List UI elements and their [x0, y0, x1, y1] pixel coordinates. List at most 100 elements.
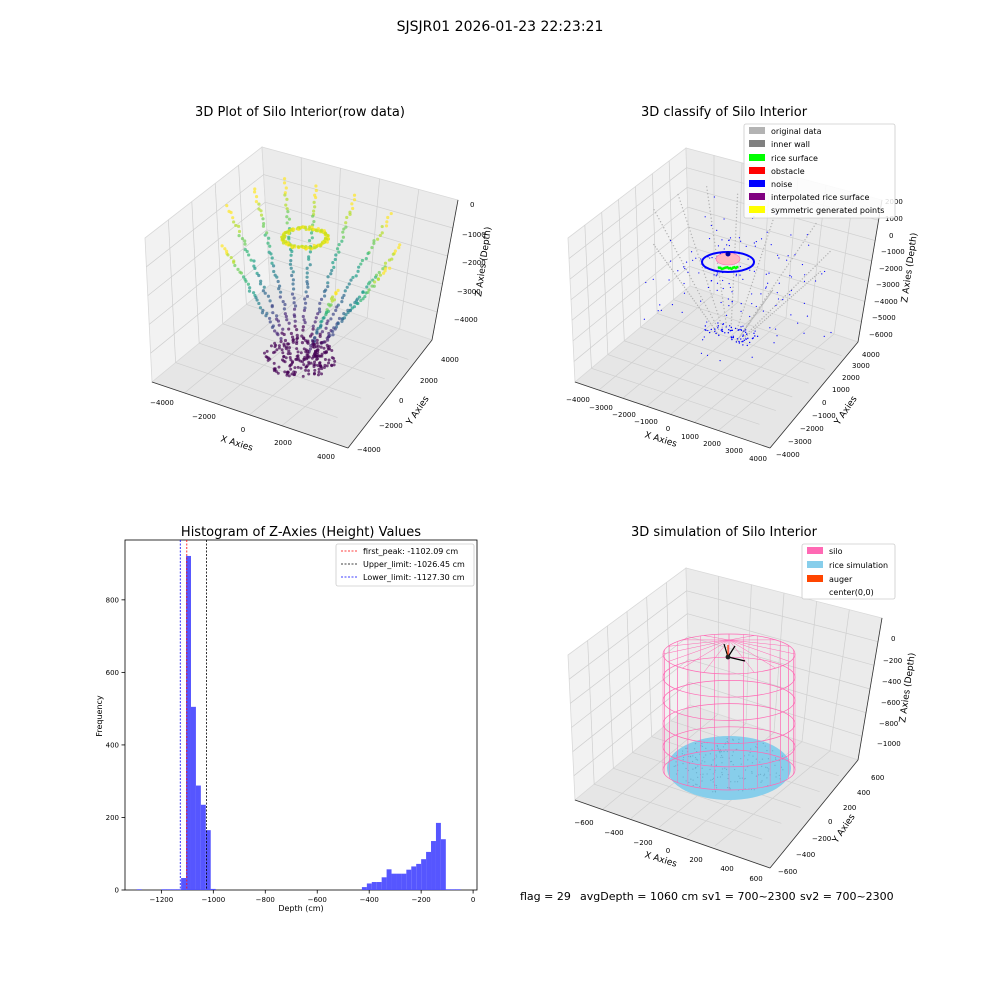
p1-point	[273, 350, 277, 354]
p1-point	[344, 225, 348, 229]
legend-first-peak: first_peak: -1102.09 cm	[363, 547, 458, 556]
p4-rice-point	[701, 742, 703, 745]
hist-xtick-label: −600	[308, 896, 327, 904]
p1-point	[364, 291, 368, 295]
p2-point-original	[780, 274, 782, 276]
p2-point-original	[693, 283, 696, 286]
p2-point-original	[739, 318, 741, 321]
p1-point	[295, 328, 299, 332]
p1-point	[229, 210, 233, 215]
p2-xtick: −1000	[634, 418, 658, 426]
p2-point-noise	[738, 342, 741, 344]
p1-point	[322, 340, 326, 344]
p2-point-original	[781, 304, 783, 306]
p1-point	[232, 220, 236, 224]
p1-point	[275, 314, 279, 318]
p1-point	[284, 314, 288, 319]
p2-point-original	[670, 268, 673, 271]
p1-point	[301, 374, 305, 378]
p1-point	[265, 349, 269, 353]
p2-point-original	[701, 266, 704, 269]
p2-point-original	[735, 213, 738, 215]
p2-point-noise	[747, 258, 749, 260]
p2-point-original	[725, 321, 727, 324]
p2-point-original	[708, 206, 711, 209]
p4-rice-point	[693, 748, 696, 750]
p2-point-noise	[738, 340, 740, 343]
p2-point-original	[825, 255, 827, 257]
p2-point-noise	[743, 339, 746, 341]
p2-point-original	[685, 217, 687, 219]
p2-point-noise	[745, 245, 747, 248]
p1-point	[252, 259, 256, 263]
p2-point-noise	[724, 332, 726, 334]
p1-point	[296, 350, 300, 354]
p2-point-original	[688, 274, 691, 277]
p1-point	[318, 301, 322, 306]
p2-point-original	[698, 306, 700, 309]
p2-point-original	[815, 274, 818, 276]
p1-ytick: 0	[399, 397, 403, 405]
p4-silo-roof	[728, 639, 776, 669]
grid-line	[622, 301, 739, 399]
p4-rice-point	[719, 776, 722, 778]
p2-point-original	[714, 245, 716, 247]
p1-point	[305, 282, 310, 286]
p1-point	[282, 332, 286, 337]
p2-point-original	[700, 309, 702, 311]
p1-point	[312, 200, 316, 204]
legend-swatch-obstacle	[749, 167, 765, 174]
p2-point-noise	[684, 267, 686, 270]
p2-point-original	[769, 293, 771, 295]
p2-point-original	[792, 294, 795, 296]
hist-bar	[366, 883, 372, 890]
p1-point	[273, 329, 277, 333]
p1-ytick: 2000	[420, 377, 438, 385]
p2-point-noise	[731, 338, 733, 341]
p4-xtick: −400	[604, 829, 623, 837]
p1-point	[373, 275, 378, 279]
p2-point-noise	[751, 356, 753, 358]
p1-point	[257, 273, 261, 278]
p2-point-noise	[660, 309, 662, 311]
p1-point	[384, 224, 389, 228]
p2-point-original	[721, 293, 723, 296]
p2-point-noise	[742, 335, 744, 338]
p4-rice-point	[730, 761, 732, 763]
p2-point-original	[709, 313, 712, 316]
p1-point	[317, 307, 322, 311]
p2-point-original	[735, 216, 738, 219]
p1-point	[340, 296, 345, 300]
p1-point	[277, 344, 281, 348]
p2-point-original	[771, 287, 773, 290]
p1-point	[303, 306, 307, 310]
p2-point-noise	[754, 330, 756, 332]
p2-ytick: 3000	[852, 362, 870, 370]
p2-point-original	[760, 303, 762, 306]
p2-point-original	[754, 324, 757, 326]
p2-point-noise	[716, 274, 718, 276]
p4-rice-point	[700, 762, 702, 764]
p2-point-original	[699, 260, 701, 262]
panel-classify: 3D classify of Silo Interior −4000 −3000…	[566, 105, 920, 463]
p4-rice-point	[711, 748, 713, 750]
p2-point-original	[734, 240, 737, 242]
p2-point-original	[722, 300, 724, 303]
p4-rice-point	[763, 773, 766, 775]
p4-rice-point	[767, 770, 769, 772]
p1-point	[304, 227, 308, 231]
p4-ytick: 600	[871, 774, 884, 782]
p2-point-original	[655, 212, 657, 214]
p1-point	[307, 257, 311, 261]
p2-point-original	[780, 299, 782, 301]
p1-point	[318, 361, 322, 365]
p1-point	[377, 270, 381, 275]
p2-point-original	[679, 279, 681, 282]
p2-point-original	[755, 312, 757, 315]
legend-inner-wall: inner wall	[771, 140, 810, 149]
p4-center-point	[725, 654, 731, 660]
p1-ytick: −2000	[379, 422, 403, 430]
p2-point-original	[687, 291, 689, 293]
p2-point-noise	[722, 323, 724, 326]
p2-point-original	[716, 325, 718, 328]
